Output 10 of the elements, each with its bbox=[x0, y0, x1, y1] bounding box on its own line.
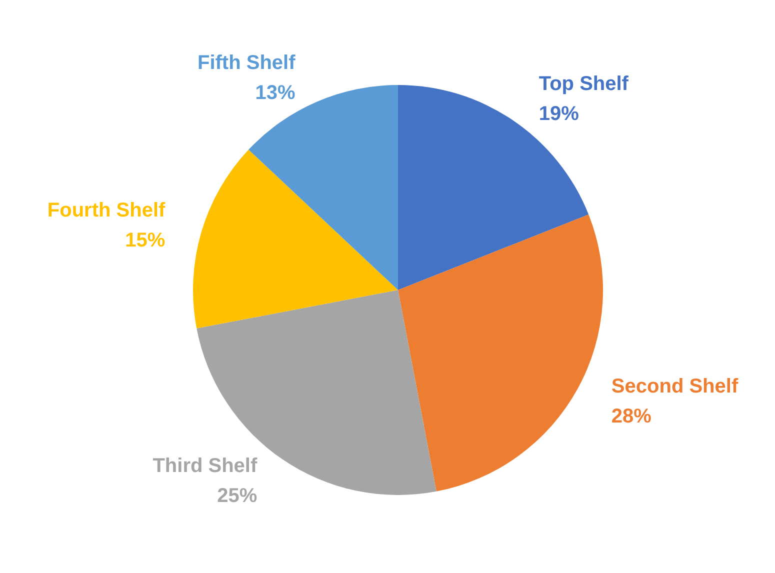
slice-label: Third Shelf bbox=[152, 455, 258, 478]
slice-label: Fifth Shelf bbox=[197, 52, 296, 74]
data-label: 25% bbox=[217, 485, 258, 508]
data-label: 19% bbox=[538, 102, 580, 125]
data-label: 28% bbox=[611, 405, 652, 428]
slice-label: Fourth Shelf bbox=[47, 200, 166, 222]
data-label: 13% bbox=[255, 82, 296, 104]
slice-label: Second Shelf bbox=[611, 375, 738, 398]
data-label: 15% bbox=[125, 230, 166, 252]
slice-label: Top Shelf bbox=[538, 72, 629, 95]
